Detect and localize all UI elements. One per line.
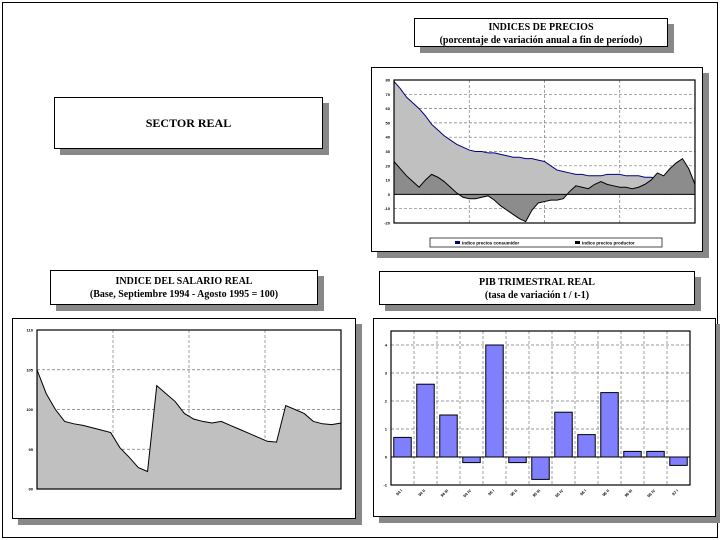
pib-y-tick-label: 1 <box>385 427 388 432</box>
salario-plot-border <box>36 329 342 490</box>
pib-bar <box>531 456 550 480</box>
pib-bar <box>462 456 481 464</box>
precios-series-1-line <box>393 157 696 223</box>
precios-y-tick-label: 70 <box>386 92 391 97</box>
precios-series-1-area <box>394 158 695 222</box>
precios-series-0-line <box>393 81 696 195</box>
precios-y-tick-label: 0 <box>388 192 391 197</box>
legend-swatch-0 <box>455 241 460 244</box>
pib-bar <box>669 456 688 466</box>
precios-y-tick-label: 60 <box>386 106 391 111</box>
pib-x-tick-label: 96 IV <box>646 488 656 498</box>
salario-y-tick-label: 110 <box>27 328 34 333</box>
pib-bar <box>393 436 412 458</box>
salario-y-tick-label: 90 <box>29 487 34 492</box>
pib-subtitle: (tasa de variación t / t-1) <box>484 290 590 301</box>
salario-series-0-line <box>36 369 342 473</box>
pib-plot-border <box>390 330 691 486</box>
pib-bar <box>646 450 665 458</box>
salario-y-tick-label: 100 <box>26 407 33 412</box>
pib-bar <box>485 344 504 458</box>
precios-legend <box>429 237 663 248</box>
pib-x-tick-label: 94 II <box>417 488 426 497</box>
precios-y-tick-label: -20 <box>384 221 391 226</box>
pib-x-tick-label: 95 IV <box>554 488 564 498</box>
precios-title-box: INDICES DE PRECIOS (porcentaje de variac… <box>414 18 668 47</box>
precios-plot-border <box>393 79 696 224</box>
pib-x-tick-label: 94 IV <box>462 488 472 498</box>
precios-y-tick-label: 10 <box>386 178 391 183</box>
pib-bar <box>577 434 596 458</box>
precios-y-tick-label: 80 <box>386 78 391 83</box>
pib-bar <box>508 456 527 464</box>
pib-x-tick-label: 95 II <box>509 488 518 497</box>
salario-y-tick-label: 95 <box>29 447 34 452</box>
pib-y-tick-label: 3 <box>385 371 388 376</box>
pib-y-tick-label: 4 <box>385 343 388 348</box>
salario-y-tick-label: 105 <box>26 367 33 372</box>
legend-swatch-1 <box>575 241 580 244</box>
precios-series-0-area <box>394 81 695 195</box>
pib-x-tick-label: 96 III <box>623 488 633 498</box>
sector-real-box: SECTOR REAL <box>54 97 323 149</box>
pib-bar <box>623 450 642 458</box>
pib-x-tick-label: 95 I <box>487 488 495 496</box>
precios-y-tick-label: 30 <box>386 149 391 154</box>
pib-y-tick-label: 2 <box>385 399 388 404</box>
pib-y-tick-label: -1 <box>383 483 387 488</box>
pib-bar <box>554 411 573 458</box>
pib-x-tick-label: 97 I <box>671 488 679 496</box>
precios-title: INDICES DE PRECIOS <box>488 22 594 33</box>
pib-bar <box>439 414 458 458</box>
pib-bar <box>600 392 619 458</box>
pib-bar <box>416 383 435 458</box>
precios-y-tick-label: 40 <box>386 135 391 140</box>
precios-y-tick-label: -10 <box>384 206 391 211</box>
sector-title: SECTOR REAL <box>145 116 232 130</box>
precios-subtitle: (porcentaje de variación anual a fin de … <box>439 35 643 46</box>
salario-title-box: INDICE DEL SALARIO REAL (Base, Septiembr… <box>50 270 318 305</box>
legend-label-0: Indice precios consumidor <box>462 241 520 246</box>
pib-x-tick-label: 94 I <box>395 488 403 496</box>
salario-series-0-area <box>37 369 341 489</box>
salario-title: INDICE DEL SALARIO REAL <box>115 276 253 287</box>
pib-x-tick-label: 95 III <box>531 488 541 498</box>
precios-y-tick-label: 20 <box>386 163 391 168</box>
pib-y-tick-label: 0 <box>385 455 388 460</box>
salario-subtitle: (Base, Septiembre 1994 - Agosto 1995 = 1… <box>89 289 279 300</box>
pib-x-tick-label: 96 I <box>579 488 587 496</box>
pib-x-tick-label: 96 II <box>601 488 610 497</box>
legend-label-1: Indice precios productor <box>582 241 635 246</box>
precios-y-tick-label: 50 <box>386 120 391 125</box>
pib-x-tick-label: 94 III <box>439 488 449 498</box>
pib-title: PIB TRIMESTRAL REAL <box>479 277 595 288</box>
pib-title-box: PIB TRIMESTRAL REAL (tasa de variación t… <box>379 271 695 305</box>
